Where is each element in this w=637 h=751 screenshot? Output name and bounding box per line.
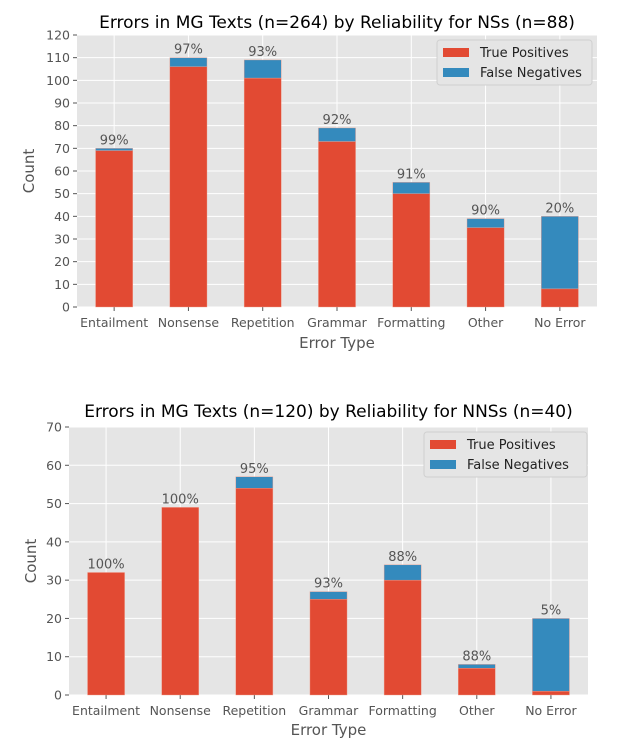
y-tick-label: 80 [54,118,70,133]
y-tick-label: 90 [54,96,70,111]
y-tick-label: 50 [54,186,70,201]
y-tick-label: 30 [46,573,62,588]
x-tick-label: Entailment [72,703,140,718]
y-tick-label: 110 [46,50,70,65]
data-label: 20% [545,201,574,216]
bar-true-positives [309,599,348,696]
y-tick-label: 0 [62,300,70,315]
x-tick-label: Other [459,703,495,718]
x-axis-label: Error Type [299,334,375,352]
y-tick-label: 20 [54,254,70,269]
legend-box [436,39,593,86]
bar-true-positives [466,227,505,308]
data-label: 93% [314,577,343,592]
data-label: 99% [100,133,129,148]
legend: True Positives False Negatives [436,39,593,86]
bar-false-negatives [309,591,348,600]
legend-swatch-false-negatives [443,68,469,77]
data-label: 93% [248,45,277,60]
bar-true-positives [541,288,579,308]
y-tick-label: 20 [46,611,62,626]
y-tick-label: 10 [54,277,70,292]
y-tick-label: 100 [46,73,70,88]
bar-false-negatives [392,182,431,194]
x-tick-label: Repetition [222,703,286,718]
bar-true-positives [87,572,125,696]
chart-title: Errors in MG Texts (n=264) by Reliabilit… [99,13,575,33]
bar-false-negatives [466,218,505,228]
legend-box [423,431,588,478]
legend-label: False Negatives [467,458,569,473]
chart-1: 0 10 20 30 40 50 60 70 80 90 100 110 120 Entailment 99… [20,13,597,352]
y-tick-label: 120 [46,28,70,43]
data-label: 95% [240,462,269,477]
chart-title: Errors in MG Texts (n=120) by Reliabilit… [84,402,573,422]
data-label: 97% [174,43,203,58]
y-axis-label: Count [22,539,40,584]
x-tick-label: Formatting [377,315,445,330]
data-label: 91% [397,167,426,182]
bar-false-negatives [235,476,274,489]
y-axis-label: Count [20,149,38,194]
bar-true-positives [318,141,356,308]
bar-false-negatives [383,564,422,581]
y-tick-label: 70 [46,420,62,435]
data-label: 88% [462,649,491,664]
data-label: 5% [541,603,562,618]
bar-true-positives [532,690,570,696]
data-label: 100% [87,557,124,572]
x-tick-label: Entailment [80,315,148,330]
y-tick-label: 50 [46,496,62,511]
y-tick-label: 40 [54,209,70,224]
legend-swatch-true-positives [443,48,469,57]
legend-label: True Positives [479,46,569,61]
y-tick-label: 30 [54,232,70,247]
data-label: 92% [323,113,352,128]
bar-true-positives [458,668,496,696]
legend-label: True Positives [466,438,556,453]
data-label: 100% [162,492,199,507]
y-tick-label: 70 [54,141,70,156]
bar-true-positives [161,507,199,696]
x-axis-label: Error Type [291,721,367,739]
x-tick-label: No Error [525,703,577,718]
bar-false-negatives [541,216,579,290]
x-tick-label: Nonsense [150,703,212,718]
x-tick-label: Grammar [307,315,367,330]
legend-swatch-true-positives [430,440,456,449]
legend-swatch-false-negatives [430,460,456,469]
x-tick-label: No Error [534,315,586,330]
x-tick-label: Repetition [231,315,295,330]
y-tick-label: 60 [46,458,62,473]
y-tick-label: 60 [54,164,70,179]
chart-2: 0 10 20 30 40 50 60 70 Entailment 100% Nonsense 100… [22,402,588,739]
bar-true-positives [383,579,422,696]
y-tick-label: 40 [46,534,62,549]
bar-true-positives [392,193,431,308]
bar-false-negatives [458,664,496,669]
bar-true-positives [243,77,282,308]
bar-true-positives [95,150,133,308]
bar-true-positives [169,66,208,308]
bar-false-negatives [169,57,208,67]
x-tick-label: Formatting [369,703,437,718]
bar-false-negatives [243,59,282,79]
y-tick-label: 10 [46,649,62,664]
data-label: 88% [388,550,417,565]
bar-false-negatives [532,618,570,692]
bar-false-negatives [95,148,133,151]
x-tick-label: Grammar [299,703,359,718]
bar-false-negatives [318,127,356,142]
legend-label: False Negatives [480,66,582,81]
bar-true-positives [235,488,274,696]
legend: True Positives False Negatives [423,431,588,478]
x-tick-label: Nonsense [158,315,220,330]
x-tick-label: Other [468,315,504,330]
y-tick-label: 0 [54,688,62,703]
data-label: 90% [471,204,500,219]
